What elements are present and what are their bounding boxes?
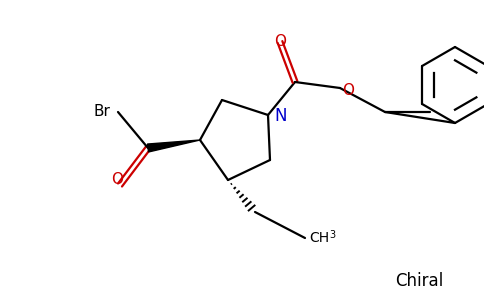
Text: O: O (111, 172, 123, 187)
Text: Br: Br (93, 104, 110, 119)
Text: O: O (342, 83, 354, 98)
Polygon shape (148, 140, 200, 152)
Text: Chiral: Chiral (395, 272, 443, 290)
Text: O: O (274, 34, 286, 49)
Text: 3: 3 (329, 230, 335, 240)
Text: CH: CH (309, 231, 329, 245)
Text: N: N (274, 107, 287, 125)
